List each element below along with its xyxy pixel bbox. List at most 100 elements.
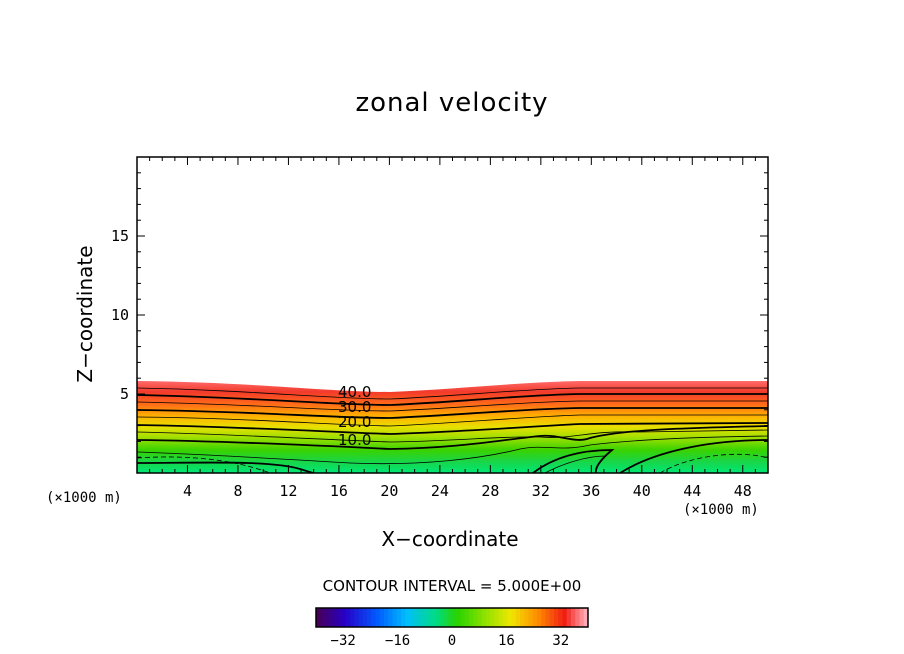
colorbar-cell [358,608,364,627]
contour-line [137,414,768,427]
y-tick-label: 10 [111,306,129,324]
colorbar-cell [333,608,338,627]
colorbar-cell [405,608,410,627]
colorbar-cell [541,608,546,627]
colorbar-cell [494,608,500,627]
colorbar-cell [375,608,381,627]
colorbar-cell [549,608,555,627]
contour-line-0 [619,439,768,473]
contour-line-20 [137,422,768,435]
x-tick-label: 24 [431,482,449,500]
colorbar-cell [537,608,542,627]
colorbar-cell [409,608,415,627]
colorbar-cell [558,608,563,627]
x-tick-label: 8 [233,482,242,500]
contour-line-40 [137,393,768,406]
colorbar-tick-label: −32 [331,633,356,649]
contour-line [137,387,768,400]
colorbar-cell [401,608,406,627]
x-tick-label: 44 [683,482,701,500]
colorbar-cell [413,608,419,627]
x-tick-label: 16 [330,482,348,500]
colorbar-cell [490,608,495,627]
colorbar-cell [418,608,423,627]
colorbar-cell [362,608,368,627]
contour-line-0 [532,449,615,473]
contour-line-0 [137,461,314,473]
colorbar-cell [473,608,478,627]
colorbar-cell [422,608,427,627]
x-axis-label: X−coordinate [381,527,519,551]
colorbar-cell [392,608,398,627]
colorbar-frame [315,607,589,628]
x-tick-label: 48 [734,482,752,500]
colorbar-cell [371,608,376,627]
colorbar-cell [316,608,321,627]
colorbar-tick-label: 0 [448,633,456,649]
contour-label: 40.0 [338,383,371,401]
colorbar-cell [439,608,444,627]
contour-line-30 [137,407,768,419]
colorbar-cell [583,608,589,627]
colorbar-cell [328,608,334,627]
colorbar-cell [477,608,483,627]
colorbar-cell [337,608,342,627]
x-tick-label: 32 [532,482,550,500]
colorbar-cell [447,608,453,627]
colorbar-cell [562,608,568,627]
chart-title: zonal velocity [355,88,549,118]
colorbar-cell [464,608,470,627]
colorbar-cell [430,608,436,627]
contour-line [137,429,768,443]
colorbar-cell [532,608,538,627]
contour-line-negative [659,453,768,473]
colorbar-cell [452,608,457,627]
x-unit-right: (×1000 m) [683,502,759,518]
y-tick-label: 15 [111,227,129,245]
contour-label: 10.0 [338,431,371,449]
colorbar-cell [545,608,551,627]
contour-interval-text: CONTOUR INTERVAL = 5.000E+00 [322,577,582,595]
x-tick-label: 12 [279,482,297,500]
colorbar-cell [528,608,534,627]
colorbar-cell [341,608,347,627]
colorbar-cell [498,608,504,627]
contour-lines [137,387,768,473]
x-tick-label: 20 [380,482,398,500]
colorbar-cell [354,608,359,627]
x-tick-label: 36 [582,482,600,500]
colorbar-tick-label: 32 [552,633,569,649]
colorbar-cell [435,608,440,627]
y-axis-label: Z−coordinate [73,245,97,383]
colorbar-cell [571,608,576,627]
contour-line-10 [137,425,768,450]
x-tick-label: 4 [183,482,192,500]
colorbar-cell [350,608,355,627]
colorbar-cell [515,608,521,627]
y-tick-label: 5 [120,385,129,403]
colorbar-cell [481,608,487,627]
colorbar-cell [367,608,372,627]
colorbar-cell [520,608,525,627]
contour-line-negative [137,456,271,473]
contour-line [544,455,606,473]
colorbar-cell [503,608,508,627]
x-tick-label: 40 [633,482,651,500]
colorbar-cell [324,608,330,627]
x-unit-left: (×1000 m) [46,490,122,506]
colorbar-cell [443,608,449,627]
colorbar-cell [524,608,529,627]
colorbar-cell [566,608,572,627]
colorbar-cell [426,608,432,627]
colorbar-cell [460,608,466,627]
colorbar-cell [554,608,559,627]
colorbar-cell [388,608,393,627]
colorbar-cell [384,608,389,627]
colorbar-cell [469,608,474,627]
colorbar-cell [320,608,325,627]
contour-label: 30.0 [338,398,371,416]
colorbar-cell [507,608,512,627]
colorbar-cell [486,608,491,627]
contour-label: 20.0 [338,413,371,431]
